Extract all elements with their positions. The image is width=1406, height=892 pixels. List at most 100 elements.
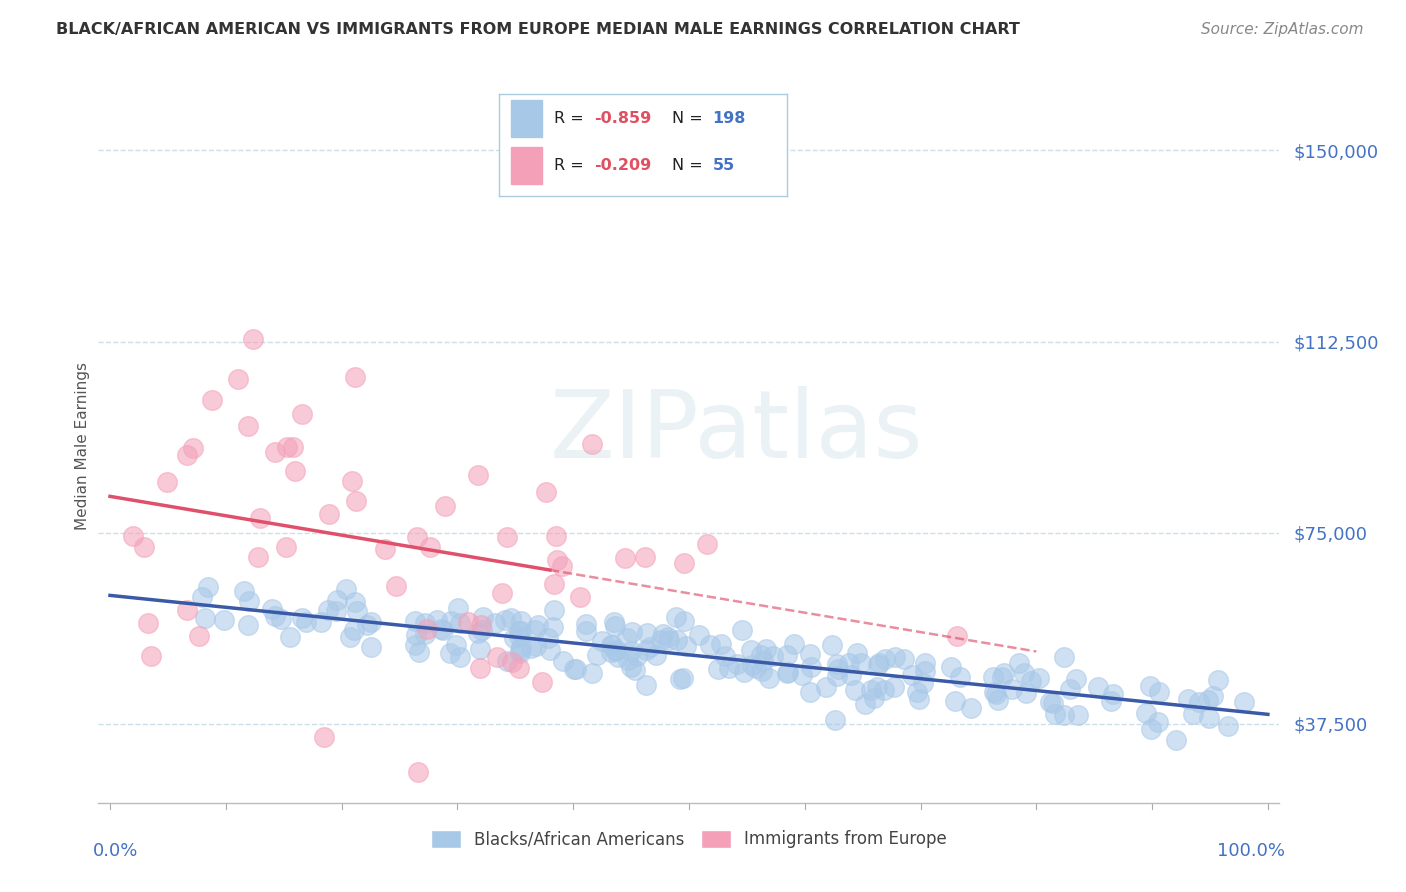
Point (496, 654, 519, 668)
Point (551, 559, 574, 574)
Text: R =: R = (554, 111, 589, 126)
Point (993, 666, 1015, 681)
Point (360, 615, 382, 630)
Point (581, 437, 603, 451)
Point (335, 582, 357, 596)
Point (586, 648, 609, 663)
Point (344, 595, 367, 609)
Point (1140, 722, 1163, 736)
Point (212, 613, 235, 627)
Point (651, 627, 673, 641)
Point (509, 640, 531, 654)
Point (538, 642, 561, 657)
Point (449, 650, 471, 665)
Point (1198, 711, 1220, 725)
Point (419, 540, 441, 554)
Point (551, 655, 574, 669)
Text: ZIPatlas: ZIPatlas (550, 385, 922, 478)
Point (527, 618, 550, 632)
Point (226, 372, 249, 386)
Point (959, 701, 981, 715)
Point (626, 648, 648, 663)
Point (606, 650, 628, 665)
Point (633, 550, 655, 565)
Point (408, 765, 430, 780)
Point (1218, 719, 1240, 733)
Point (1019, 674, 1042, 689)
Point (790, 667, 813, 681)
Point (650, 633, 672, 648)
Point (824, 714, 846, 728)
Point (565, 662, 588, 676)
Point (1197, 693, 1219, 707)
Point (799, 685, 821, 699)
Point (484, 615, 506, 630)
Point (263, 609, 285, 624)
Point (943, 694, 966, 708)
Point (901, 667, 924, 681)
Point (776, 665, 799, 680)
Point (866, 658, 889, 673)
Point (181, 441, 204, 455)
Text: Source: ZipAtlas.com: Source: ZipAtlas.com (1201, 22, 1364, 37)
Point (981, 670, 1004, 684)
Point (156, 475, 179, 490)
Point (284, 464, 307, 478)
Point (946, 629, 969, 643)
Point (912, 676, 935, 690)
Point (866, 680, 889, 694)
Point (339, 630, 361, 644)
Point (236, 618, 259, 632)
Point (508, 624, 530, 638)
Point (415, 627, 437, 641)
Point (699, 638, 721, 652)
Point (751, 664, 773, 678)
Point (343, 623, 366, 637)
Point (634, 678, 657, 692)
Point (863, 690, 886, 705)
Point (844, 682, 866, 697)
Point (873, 652, 896, 666)
Point (740, 642, 762, 657)
Text: N =: N = (672, 111, 709, 126)
Point (430, 622, 453, 636)
Point (426, 613, 449, 627)
Point (291, 611, 314, 625)
Point (1064, 672, 1087, 686)
Point (356, 618, 378, 632)
Point (509, 615, 531, 629)
Point (1039, 695, 1062, 709)
Point (616, 653, 638, 667)
Point (242, 332, 264, 346)
Point (696, 537, 718, 551)
Point (264, 445, 287, 459)
Point (276, 540, 298, 554)
Point (312, 730, 335, 744)
Point (509, 646, 531, 660)
Point (281, 441, 304, 455)
Point (620, 660, 643, 674)
Point (496, 530, 519, 544)
Point (1052, 707, 1074, 722)
Point (1233, 695, 1256, 709)
Point (624, 663, 647, 677)
Point (543, 603, 565, 617)
Point (669, 673, 692, 687)
Point (439, 646, 461, 660)
Point (139, 649, 162, 664)
Point (530, 674, 553, 689)
Point (249, 511, 271, 525)
Point (494, 613, 516, 627)
Point (501, 656, 523, 670)
Point (1067, 708, 1090, 723)
Point (187, 629, 209, 643)
Point (194, 610, 217, 624)
Point (325, 604, 347, 618)
Point (1001, 681, 1024, 696)
Point (620, 643, 643, 657)
Point (344, 370, 367, 384)
Point (270, 612, 292, 626)
Point (470, 661, 492, 675)
Point (503, 631, 526, 645)
Point (984, 687, 1007, 701)
